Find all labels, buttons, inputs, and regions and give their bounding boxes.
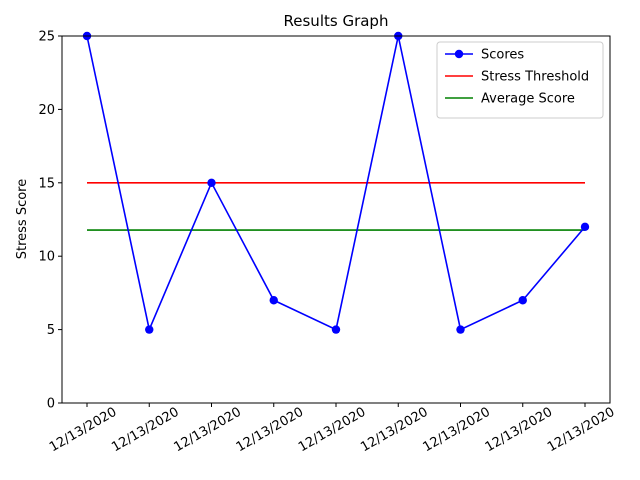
- data-point: [456, 325, 465, 334]
- legend-label-scores: Scores: [481, 48, 524, 63]
- x-tick-label: 12/13/2020: [296, 405, 368, 455]
- data-point: [269, 296, 278, 305]
- y-tick-label: 20: [38, 103, 55, 118]
- legend-label-average-score: Average Score: [481, 92, 575, 107]
- y-axis-label: Stress Score: [15, 179, 30, 260]
- data-point: [207, 178, 216, 187]
- legend-marker: [454, 49, 464, 59]
- y-tick-label: 0: [47, 397, 55, 412]
- x-tick-label: 12/13/2020: [358, 405, 430, 455]
- x-tick-label: 12/13/2020: [421, 405, 493, 455]
- y-tick-label: 15: [38, 176, 55, 191]
- x-tick-label: 12/13/2020: [47, 405, 119, 455]
- x-tick-label: 12/13/2020: [483, 405, 555, 455]
- data-point: [518, 296, 527, 305]
- data-point: [331, 325, 341, 334]
- x-tick-label: 12/13/2020: [109, 405, 181, 455]
- x-tick-label: 12/13/2020: [172, 405, 244, 455]
- data-point: [580, 222, 590, 232]
- chart-title: Results Graph: [284, 12, 389, 30]
- legend-label-stress-threshold: Stress Threshold: [481, 70, 589, 85]
- legend-box: [436, 41, 604, 119]
- y-tick-label: 25: [38, 30, 55, 45]
- y-tick-label: 5: [47, 323, 55, 338]
- plot-frame: [61, 35, 611, 404]
- x-tick-label: 12/13/2020: [234, 405, 306, 455]
- data-point: [145, 325, 154, 334]
- y-tick-label: 10: [38, 250, 55, 265]
- x-tick-label: 12/13/2020: [545, 405, 617, 455]
